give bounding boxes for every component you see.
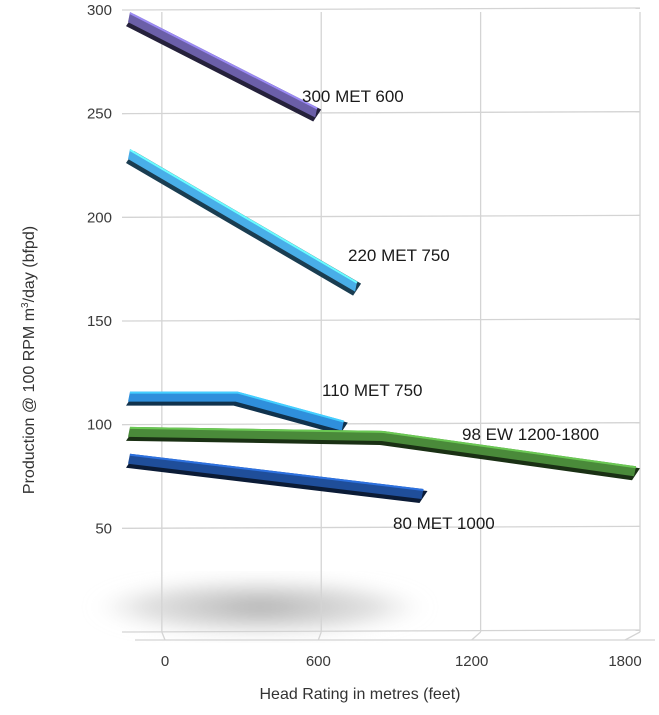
floor-line-0 bbox=[161, 631, 166, 641]
x-tick-0: 0 bbox=[161, 653, 169, 670]
grid-layer bbox=[121, 7, 655, 641]
series-300-met-600-highlight bbox=[129, 12, 318, 110]
x-tick-1800: 1800 bbox=[608, 653, 641, 670]
series-300-met-600 bbox=[126, 12, 322, 122]
series-label-98-ew-1200-1800: 98 EW 1200-1800 bbox=[462, 425, 599, 444]
x-tick-1200: 1200 bbox=[455, 653, 488, 670]
series-80-met-1000 bbox=[126, 453, 428, 504]
series-300-met-600-ribbon bbox=[128, 12, 318, 118]
label-layer: 300 MET 600 220 MET 750 110 MET 750 98 EW 1… bbox=[302, 87, 599, 533]
series-label-80-met-1000: 80 MET 1000 bbox=[393, 514, 495, 533]
grid-line-200 bbox=[121, 214, 641, 218]
y-axis-title: Production @ 100 RPM m3/day (bfpd) bbox=[20, 226, 38, 494]
x-axis-title: Head Rating in metres (feet) bbox=[260, 686, 461, 703]
series-label-300-met-600: 300 MET 600 bbox=[302, 87, 404, 106]
series-label-220-met-750: 220 MET 750 bbox=[348, 246, 450, 265]
floor-shadow-layer bbox=[90, 577, 430, 637]
y-tick-150: 150 bbox=[87, 313, 112, 330]
series-98-ew-1200-1800-highlight bbox=[129, 426, 637, 469]
series-80-met-1000-highlight bbox=[129, 453, 424, 492]
series-layer bbox=[126, 12, 640, 504]
y-tick-200: 200 bbox=[87, 209, 112, 226]
series-label-110-met-750: 110 MET 750 bbox=[322, 381, 423, 400]
series-80-met-1000-ribbon bbox=[128, 453, 424, 500]
series-98-ew-1200-1800 bbox=[126, 426, 640, 481]
series-110-met-750-ribbon bbox=[128, 391, 344, 431]
grid-line-250 bbox=[121, 111, 641, 115]
x-tick-600: 600 bbox=[306, 653, 331, 670]
series-220-met-750-highlight bbox=[129, 149, 358, 284]
grid-line-50 bbox=[121, 525, 641, 529]
series-220-met-750-ribbon bbox=[128, 148, 358, 292]
floor-line-600 bbox=[317, 631, 322, 641]
series-110-met-750-highlight bbox=[130, 391, 345, 423]
series-110-met-750-shadow bbox=[126, 393, 348, 435]
floor-shadow bbox=[90, 577, 430, 637]
series-220-met-750 bbox=[126, 148, 362, 296]
series-110-met-750 bbox=[126, 391, 348, 435]
grid-line-100 bbox=[121, 422, 641, 426]
floor-line-1800 bbox=[624, 631, 641, 641]
floor-back-edge bbox=[121, 629, 641, 633]
series-98-ew-1200-1800-ribbon bbox=[128, 426, 636, 477]
grid-line-300 bbox=[121, 7, 641, 11]
y-tick-50: 50 bbox=[95, 520, 112, 537]
grid-line-150 bbox=[121, 318, 641, 322]
tick-layer: 50 100 150 200 250 300 0 600 1200 1800 bbox=[87, 2, 642, 670]
y-tick-300: 300 bbox=[87, 2, 112, 19]
series-98-ew-1200-1800-shadow bbox=[126, 428, 640, 481]
floor-line-1200 bbox=[471, 631, 482, 641]
y-tick-250: 250 bbox=[87, 106, 112, 123]
y-tick-100: 100 bbox=[87, 417, 112, 434]
